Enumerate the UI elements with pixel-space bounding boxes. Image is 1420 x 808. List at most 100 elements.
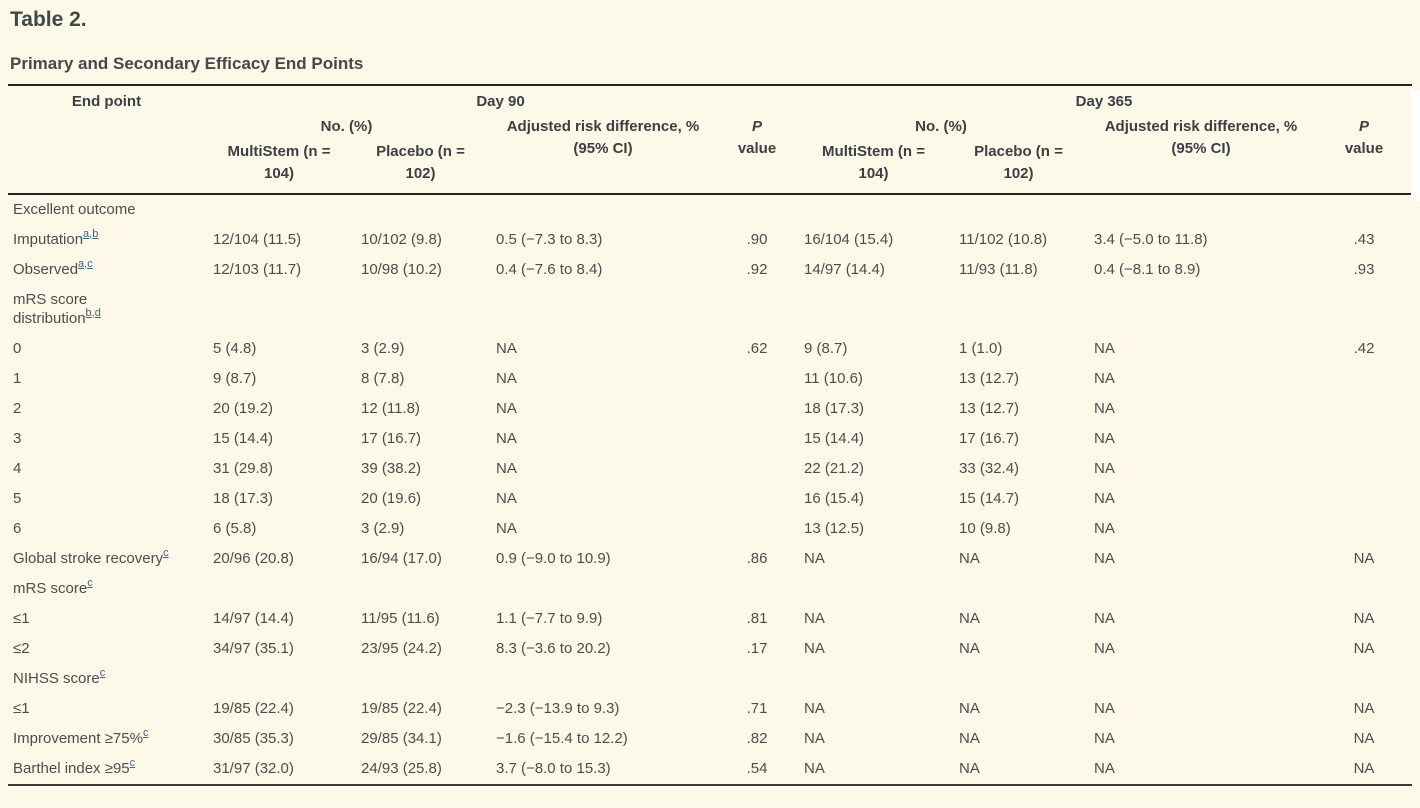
footnote-link-b[interactable]: b — [92, 228, 99, 240]
data-cell — [205, 285, 353, 334]
table-row: Excellent outcome — [8, 194, 1412, 225]
data-cell: 12/103 (11.7) — [213, 261, 302, 278]
data-cell — [353, 194, 488, 225]
data-cell: 17 (16.7) — [959, 430, 1020, 447]
data-cell: NA — [1094, 550, 1115, 567]
endpoint-cell: ≤1 — [13, 610, 30, 627]
data-cell: 10/98 (10.2) — [361, 261, 442, 278]
data-cell: 20 (19.6) — [361, 490, 422, 507]
table-row: Global stroke recoveryc 20/96 (20.8) 16/94… — [8, 544, 1412, 574]
data-cell: NA — [1094, 400, 1115, 417]
data-cell: NA — [1094, 370, 1115, 387]
risk-diff-line2: (95% CI) — [573, 140, 633, 157]
data-cell: 10 (9.8) — [959, 520, 1011, 537]
footnote-refs: a,c — [78, 258, 93, 270]
data-cell: 3 (2.9) — [361, 340, 405, 357]
data-cell: 14/97 (14.4) — [213, 610, 294, 627]
pvalue-cell — [1316, 285, 1412, 334]
efficacy-table: End point Day 90 Day 365 No. (%) Adjuste… — [8, 84, 1413, 786]
data-cell: 13 (12.7) — [959, 400, 1020, 417]
footnote-link-c[interactable]: c — [163, 547, 169, 559]
endpoint-cell: ≤2 — [13, 640, 30, 657]
data-cell — [488, 664, 718, 694]
endpoint-cell: Improvement ≥75%c — [13, 727, 149, 748]
pvalue-cell: .43 — [1353, 231, 1375, 248]
data-cell: NA — [804, 700, 825, 717]
data-cell: NA — [496, 460, 517, 477]
table-header: End point Day 90 Day 365 No. (%) Adjuste… — [8, 85, 1413, 194]
data-cell: NA — [496, 430, 517, 447]
data-cell: 17 (16.7) — [361, 430, 422, 447]
pvalue-cell — [1316, 454, 1412, 484]
data-cell: 9 (8.7) — [213, 370, 257, 387]
data-cell: 15 (14.4) — [213, 430, 274, 447]
data-cell: 20 (19.2) — [213, 400, 274, 417]
pvalue-cell: NA — [1353, 760, 1375, 777]
data-cell: 13 (12.5) — [804, 520, 865, 537]
risk-diff-line1: Adjusted risk difference, % — [506, 118, 700, 135]
pvalue-cell — [1316, 664, 1412, 694]
data-cell: NA — [959, 640, 980, 657]
multistem-line1: MultiStem (n = — [822, 143, 925, 160]
data-cell: NA — [1094, 760, 1115, 777]
table-row: Imputationa,b 12/104 (11.5) 10/102 (9.8) 0.… — [8, 225, 1412, 255]
data-cell: 0.5 (−7.3 to 8.3) — [496, 231, 603, 248]
data-cell: 24/93 (25.8) — [361, 760, 442, 777]
risk-diff-line2: (95% CI) — [1171, 140, 1231, 157]
data-cell — [488, 285, 718, 334]
footnote-link-c[interactable]: c — [129, 757, 136, 769]
footnote-link-d[interactable]: d — [94, 307, 101, 319]
data-cell: 8.3 (−3.6 to 20.2) — [496, 640, 611, 657]
pvalue-cell: .90 — [746, 231, 768, 248]
data-cell: NA — [804, 640, 825, 657]
data-cell: 9 (8.7) — [804, 340, 848, 357]
data-cell — [951, 285, 1086, 334]
pvalue-cell: .54 — [746, 760, 768, 777]
footnote-link-c[interactable]: c — [87, 258, 93, 270]
endpoint-cell: 3 — [13, 430, 22, 447]
data-cell: 30/85 (35.3) — [213, 730, 294, 747]
pvalue-cell — [1316, 394, 1412, 424]
data-cell: NA — [804, 730, 825, 747]
data-cell: 19/85 (22.4) — [361, 700, 442, 717]
footnote-link-c[interactable]: c — [142, 727, 149, 739]
data-cell: 0.9 (−9.0 to 10.9) — [496, 550, 611, 567]
data-cell: 20/96 (20.8) — [213, 550, 294, 567]
footnote-link-c[interactable]: c — [99, 667, 106, 679]
table-row: Barthel index ≥95c 31/97 (32.0) 24/93 (25.… — [8, 754, 1412, 785]
pvalue-cell — [718, 394, 796, 424]
endpoint-cell: 2 — [13, 400, 22, 417]
col-header-day365: Day 365 — [1075, 93, 1133, 110]
table-row: 3 15 (14.4) 17 (16.7) NA 15 (14.4) 17 (16.7) N… — [8, 424, 1412, 454]
table-row: ≤1 14/97 (14.4) 11/95 (11.6) 1.1 (−7.7 to 9… — [8, 604, 1412, 634]
footnote-link-a[interactable]: a — [78, 258, 85, 270]
data-cell: 22 (21.2) — [804, 460, 865, 477]
data-cell — [353, 664, 488, 694]
data-cell — [353, 285, 488, 334]
footnote-link-b[interactable]: b — [85, 307, 92, 319]
footnote-link-c[interactable]: c — [87, 577, 93, 589]
endpoint-cell: Barthel index ≥95c — [13, 757, 136, 778]
table-row: 6 6 (5.8) 3 (2.9) NA 13 (12.5) 10 (9.8) NA — [8, 514, 1412, 544]
data-cell — [951, 574, 1086, 604]
pvalue-cell — [718, 574, 796, 604]
data-cell: 0.4 (−8.1 to 8.9) — [1094, 261, 1201, 278]
footnote-link-a[interactable]: a — [83, 228, 90, 240]
pvalue-cell — [718, 514, 796, 544]
data-cell: 16/94 (17.0) — [361, 550, 442, 567]
pvalue-cell: .71 — [746, 700, 768, 717]
endpoint-cell: Excellent outcome — [13, 201, 136, 218]
data-cell — [488, 194, 718, 225]
placebo-line2: 102) — [1003, 165, 1034, 182]
data-cell: NA — [959, 550, 980, 567]
col-header-risk-diff-day365: Adjusted risk difference, % (95% CI) — [1086, 114, 1316, 194]
data-cell: NA — [1094, 430, 1115, 447]
data-cell — [1086, 194, 1316, 225]
multistem-line1: MultiStem (n = — [227, 143, 331, 160]
data-cell: 0.4 (−7.6 to 8.4) — [496, 261, 603, 278]
data-cell — [205, 574, 353, 604]
col-header-multistem-day365: MultiStem (n = 104) — [796, 140, 951, 194]
data-cell: NA — [496, 490, 517, 507]
data-cell: NA — [804, 760, 825, 777]
data-cell — [951, 194, 1086, 225]
